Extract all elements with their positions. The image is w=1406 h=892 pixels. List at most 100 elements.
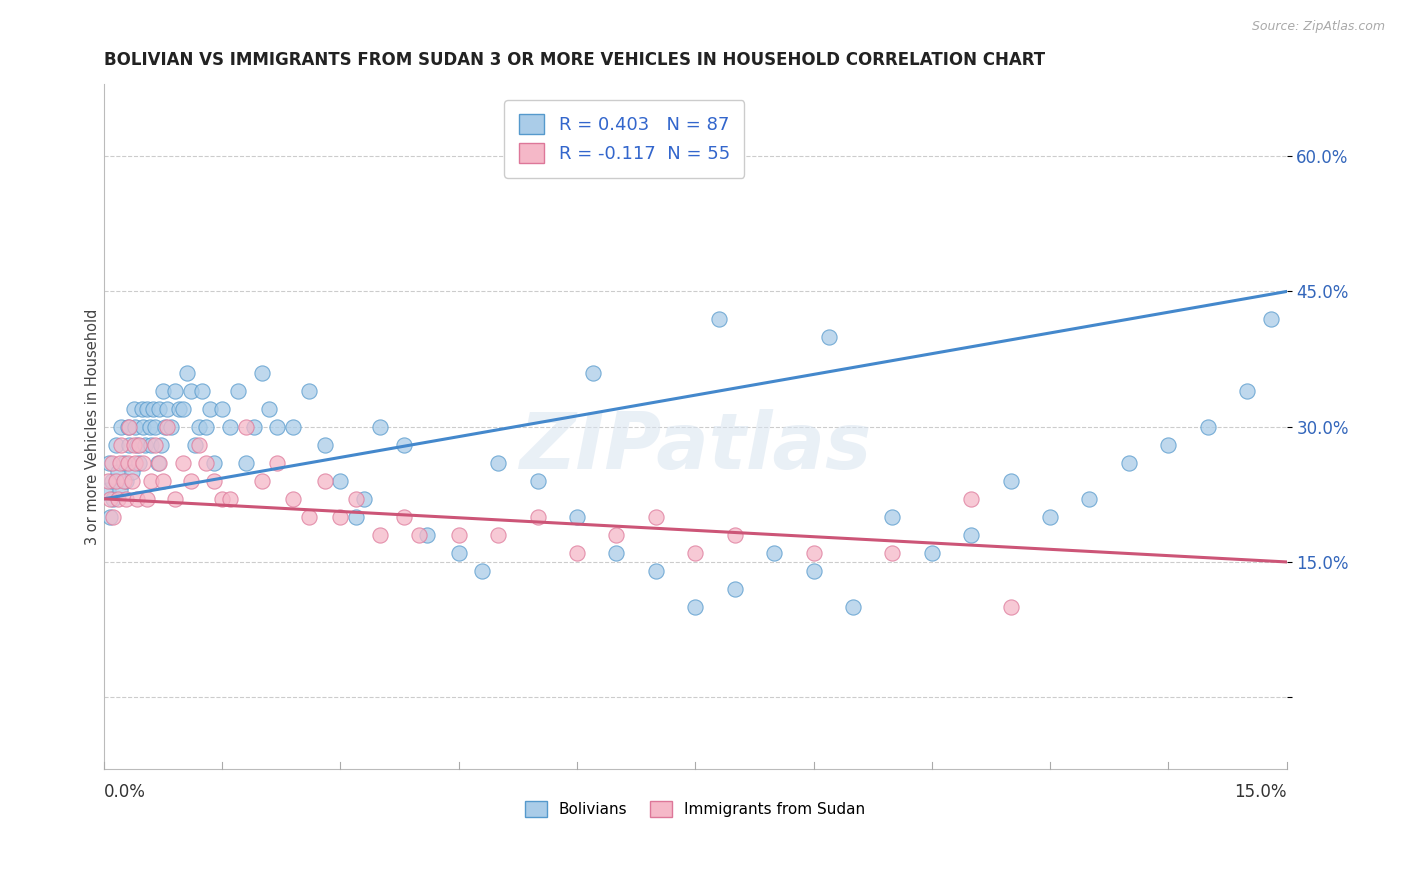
Point	[1197, 419, 1219, 434]
Point	[160, 419, 183, 434]
Point	[250, 366, 273, 380]
Point	[314, 438, 336, 452]
Point	[134, 438, 156, 452]
Point	[763, 546, 786, 560]
Point	[200, 401, 222, 416]
Point	[110, 419, 132, 434]
Point	[565, 509, 588, 524]
Point	[368, 528, 391, 542]
Point	[152, 384, 174, 398]
Point	[124, 419, 146, 434]
Point	[202, 474, 225, 488]
Point	[1236, 384, 1258, 398]
Point	[191, 384, 214, 398]
Point	[176, 366, 198, 380]
Point	[121, 474, 143, 488]
Point	[107, 491, 129, 506]
Point	[180, 384, 202, 398]
Point	[103, 491, 125, 506]
Point	[314, 474, 336, 488]
Point	[112, 456, 135, 470]
Point	[183, 438, 205, 452]
Point	[125, 491, 148, 506]
Text: BOLIVIAN VS IMMIGRANTS FROM SUDAN 3 OR MORE VEHICLES IN HOUSEHOLD CORRELATION CH: BOLIVIAN VS IMMIGRANTS FROM SUDAN 3 OR M…	[104, 51, 1045, 69]
Point	[155, 419, 177, 434]
Point	[392, 509, 415, 524]
Point	[125, 438, 148, 452]
Point	[121, 465, 143, 479]
Point	[156, 419, 179, 434]
Point	[115, 474, 138, 488]
Point	[142, 401, 165, 416]
Point	[281, 419, 304, 434]
Point	[471, 564, 494, 578]
Point	[163, 491, 186, 506]
Text: 0.0%: 0.0%	[104, 783, 146, 801]
Point	[960, 491, 983, 506]
Point	[97, 456, 120, 470]
Point	[141, 474, 163, 488]
Point	[344, 491, 367, 506]
Point	[97, 474, 120, 488]
Point	[112, 474, 135, 488]
Point	[219, 419, 242, 434]
Point	[392, 438, 415, 452]
Point	[818, 329, 841, 343]
Point	[103, 509, 125, 524]
Point	[644, 509, 666, 524]
Point	[235, 419, 257, 434]
Point	[98, 509, 121, 524]
Point	[118, 438, 141, 452]
Point	[803, 564, 825, 578]
Point	[416, 528, 439, 542]
Point	[132, 419, 155, 434]
Point	[211, 401, 233, 416]
Point	[565, 546, 588, 560]
Point	[187, 438, 209, 452]
Point	[132, 456, 155, 470]
Point	[707, 311, 730, 326]
Point	[107, 465, 129, 479]
Point	[266, 419, 288, 434]
Point	[582, 366, 605, 380]
Point	[149, 438, 172, 452]
Point	[921, 546, 943, 560]
Point	[226, 384, 249, 398]
Point	[195, 456, 218, 470]
Point	[960, 528, 983, 542]
Point	[146, 456, 169, 470]
Y-axis label: 3 or more Vehicles in Household: 3 or more Vehicles in Household	[86, 309, 100, 545]
Point	[187, 419, 209, 434]
Point	[128, 438, 150, 452]
Point	[117, 419, 139, 434]
Point	[167, 401, 190, 416]
Point	[329, 509, 352, 524]
Point	[1000, 600, 1022, 615]
Point	[842, 600, 865, 615]
Point	[122, 438, 145, 452]
Point	[1000, 474, 1022, 488]
Point	[122, 401, 145, 416]
Point	[724, 528, 747, 542]
Point	[156, 401, 179, 416]
Point	[97, 483, 120, 497]
Point	[136, 491, 159, 506]
Point	[882, 546, 904, 560]
Point	[447, 546, 470, 560]
Point	[526, 509, 548, 524]
Point	[180, 474, 202, 488]
Point	[724, 582, 747, 596]
Point	[108, 483, 131, 497]
Point	[281, 491, 304, 506]
Point	[143, 419, 166, 434]
Point	[882, 509, 904, 524]
Point	[101, 474, 124, 488]
Point	[644, 564, 666, 578]
Point	[117, 456, 139, 470]
Point	[115, 491, 138, 506]
Point	[683, 600, 706, 615]
Point	[803, 546, 825, 560]
Point	[172, 401, 194, 416]
Point	[344, 509, 367, 524]
Point	[219, 491, 242, 506]
